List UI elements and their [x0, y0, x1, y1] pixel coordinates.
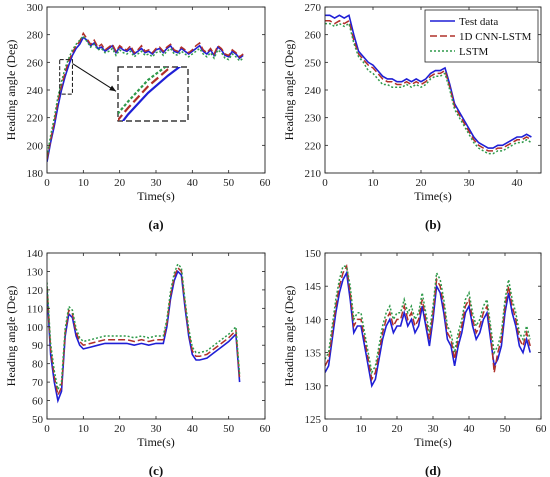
- x-tick-label: 60: [536, 423, 548, 435]
- y-tick-label: 260: [305, 30, 322, 42]
- series-line-cnn-lstm: [325, 263, 531, 382]
- y-tick-label: 140: [27, 248, 44, 260]
- x-tick-label: 60: [260, 177, 272, 189]
- y-tick-label: 125: [305, 414, 322, 426]
- x-tick-label: 40: [187, 423, 199, 435]
- series-line-test-data: [47, 269, 241, 404]
- series-line-cnn-lstm: [47, 266, 241, 398]
- x-tick-label: 20: [392, 423, 404, 435]
- x-tick-label: 40: [187, 177, 199, 189]
- x-tick-label: 30: [464, 177, 476, 189]
- x-tick-label: 10: [78, 177, 90, 189]
- panel-d: 0 10 20 30 40 50 60 125 130 135 140 145 150 Time(s) He…: [282, 248, 547, 477]
- zoom-region-box: [59, 59, 73, 95]
- zoom-arrow: [72, 63, 117, 92]
- series-line-lstm: [47, 34, 244, 157]
- y-tick-label: 130: [27, 266, 44, 278]
- series-line-cnn-lstm: [325, 19, 532, 152]
- inset-series-line: [121, 67, 182, 121]
- y-tick-label: 260: [27, 57, 44, 69]
- x-tick-label: 40: [464, 423, 476, 435]
- series-line-test-data: [47, 36, 244, 163]
- y-tick-label: 270: [305, 2, 322, 14]
- y-tick-label: 150: [305, 248, 322, 260]
- x-tick-label: 30: [151, 423, 163, 435]
- y-tick-label: 50: [32, 414, 44, 426]
- x-tick-label: 30: [151, 177, 163, 189]
- x-tick-label: 10: [78, 423, 90, 435]
- y-tick-label: 240: [27, 85, 44, 97]
- x-tick-label: 50: [223, 423, 235, 435]
- y-tick-label: 145: [305, 281, 322, 293]
- x-tick-label: 10: [368, 177, 380, 189]
- inset-series-line: [118, 67, 174, 121]
- x-tick-label: 0: [44, 177, 50, 189]
- legend: Test data 1D CNN-LSTM LSTM: [424, 9, 539, 63]
- y-tick-label: 280: [27, 30, 44, 42]
- x-tick-label: 20: [114, 423, 126, 435]
- y-tick-label: 180: [27, 168, 44, 180]
- x-axis-label: Time(s): [137, 435, 175, 449]
- x-tick-label: 0: [44, 423, 50, 435]
- panel-c: 0 10 20 30 40 50 60 50 60 70 80 90 100 110 120 130 140 Ti…: [4, 248, 271, 477]
- series-line-lstm: [325, 265, 531, 375]
- legend-entry-label: Test data: [459, 16, 498, 28]
- y-tick-label: 300: [27, 2, 44, 14]
- panel-label: (b): [425, 217, 441, 232]
- panel-label: (a): [148, 217, 163, 232]
- y-tick-label: 240: [305, 85, 322, 97]
- x-tick-label: 10: [356, 423, 368, 435]
- series-line-cnn-lstm: [47, 31, 244, 160]
- y-tick-label: 140: [305, 314, 322, 326]
- x-tick-label: 40: [512, 177, 524, 189]
- y-tick-label: 70: [32, 377, 44, 389]
- panel-b: 0 10 20 30 40 210 220 230 240 250 260 270 Time(s) Hea…: [282, 2, 542, 232]
- y-axis-label: Heading angle (Deg): [4, 40, 18, 141]
- y-axis-label: Heading angle (Deg): [282, 40, 296, 141]
- y-tick-label: 130: [305, 381, 322, 393]
- x-tick-label: 50: [500, 423, 512, 435]
- x-tick-label: 0: [322, 423, 328, 435]
- x-tick-label: 50: [223, 177, 235, 189]
- y-tick-label: 60: [32, 396, 44, 408]
- y-tick-label: 250: [305, 57, 322, 69]
- series-line-test-data: [325, 270, 531, 389]
- inset-series-line: [118, 67, 167, 116]
- x-tick-label: 20: [114, 177, 126, 189]
- legend-entry-label: LSTM: [459, 46, 489, 58]
- x-tick-label: 60: [260, 423, 272, 435]
- x-axis-label: Time(s): [137, 189, 175, 203]
- x-axis-label: Time(s): [414, 189, 452, 203]
- y-tick-label: 230: [305, 113, 322, 125]
- series-line-lstm: [47, 262, 241, 392]
- y-tick-label: 100: [27, 322, 44, 334]
- x-tick-label: 30: [428, 423, 440, 435]
- y-tick-label: 80: [32, 359, 44, 371]
- y-axis-label: Heading angle (Deg): [282, 286, 296, 387]
- y-tick-label: 90: [32, 340, 44, 352]
- y-tick-label: 120: [27, 285, 44, 297]
- zoom-arrowhead: [109, 85, 116, 92]
- x-tick-label: 0: [322, 177, 328, 189]
- x-tick-label: 20: [416, 177, 428, 189]
- y-tick-label: 220: [305, 140, 322, 152]
- series-line-lstm: [325, 22, 532, 155]
- y-tick-label: 110: [27, 303, 44, 315]
- y-tick-label: 210: [305, 168, 322, 180]
- panel-a: 0 10 20 30 40 50 60 180 200 220 240 260 280 300 Time(s…: [4, 2, 271, 232]
- panel-label: (d): [425, 463, 441, 477]
- y-axis-label: Heading angle (Deg): [4, 286, 18, 387]
- y-tick-label: 135: [305, 348, 322, 360]
- y-tick-label: 200: [27, 140, 44, 152]
- y-tick-label: 220: [27, 113, 44, 125]
- panel-label: (c): [149, 463, 163, 477]
- series-line-test-data: [325, 14, 532, 149]
- legend-entry-label: 1D CNN-LSTM: [459, 31, 532, 43]
- x-axis-label: Time(s): [414, 435, 452, 449]
